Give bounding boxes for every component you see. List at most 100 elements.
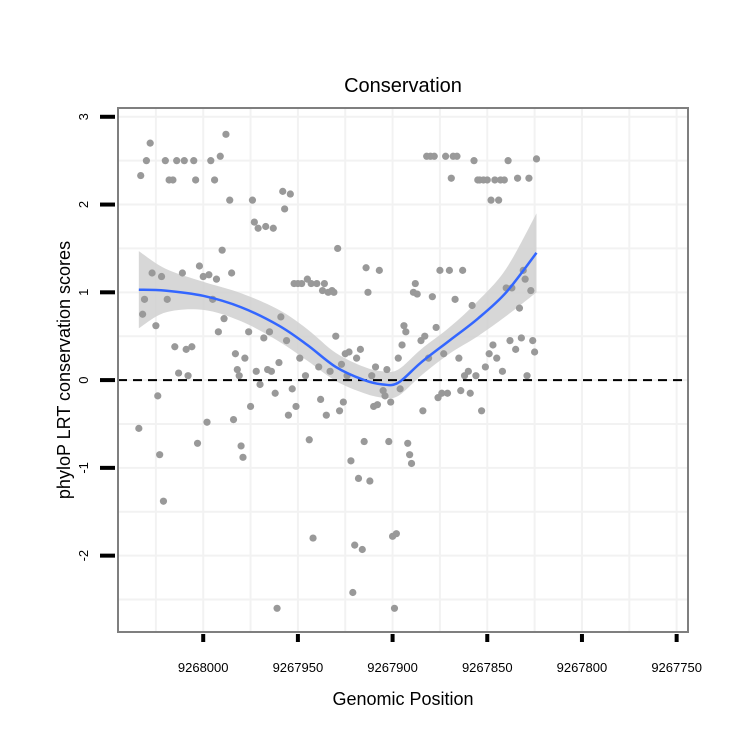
data-point bbox=[487, 196, 495, 204]
data-point bbox=[413, 290, 421, 298]
data-point bbox=[254, 224, 262, 232]
data-point bbox=[400, 322, 408, 330]
data-point bbox=[407, 459, 416, 468]
data-point bbox=[515, 304, 524, 312]
data-point bbox=[237, 442, 245, 450]
data-point bbox=[445, 266, 453, 274]
data-point bbox=[523, 372, 531, 380]
data-point bbox=[477, 407, 486, 415]
data-point bbox=[226, 196, 234, 204]
data-point bbox=[385, 437, 393, 446]
data-point bbox=[245, 328, 253, 336]
data-point bbox=[205, 271, 213, 279]
y-tick-label: -2 bbox=[76, 550, 91, 562]
data-point bbox=[292, 402, 300, 411]
data-point bbox=[309, 534, 317, 542]
data-point bbox=[366, 477, 374, 485]
data-point bbox=[318, 286, 327, 295]
data-point bbox=[375, 266, 383, 274]
data-point bbox=[178, 269, 186, 277]
data-point bbox=[396, 385, 404, 393]
data-point bbox=[163, 295, 171, 303]
data-point bbox=[381, 392, 389, 400]
x-axis-label: Genomic Position bbox=[332, 689, 473, 709]
data-point bbox=[188, 343, 196, 351]
x-tick-label: 9267750 bbox=[651, 660, 702, 675]
data-point bbox=[468, 301, 476, 310]
data-point bbox=[466, 389, 474, 397]
data-point bbox=[525, 174, 533, 182]
data-point bbox=[470, 157, 478, 165]
data-point bbox=[493, 354, 501, 362]
data-point bbox=[436, 266, 444, 274]
data-point bbox=[322, 411, 330, 419]
data-point bbox=[428, 293, 436, 301]
data-point bbox=[216, 152, 224, 160]
data-point bbox=[481, 363, 489, 371]
data-point bbox=[453, 152, 461, 160]
data-point bbox=[459, 266, 467, 274]
data-point bbox=[491, 176, 499, 184]
data-point bbox=[152, 322, 160, 330]
data-point bbox=[296, 354, 304, 362]
data-point bbox=[281, 205, 289, 213]
data-point bbox=[421, 332, 429, 340]
data-point bbox=[472, 372, 480, 380]
data-point bbox=[368, 372, 376, 380]
data-point bbox=[451, 295, 459, 303]
data-point bbox=[233, 365, 241, 374]
data-point bbox=[337, 360, 346, 368]
data-point bbox=[193, 439, 202, 447]
data-point bbox=[286, 190, 294, 198]
data-point bbox=[339, 398, 347, 406]
data-point bbox=[137, 171, 145, 180]
data-point bbox=[315, 363, 323, 371]
data-point bbox=[455, 354, 463, 362]
data-point bbox=[192, 176, 200, 184]
data-point bbox=[398, 341, 406, 349]
x-tick-label: 9268000 bbox=[178, 660, 229, 675]
data-point bbox=[354, 474, 363, 482]
y-tick-label: 1 bbox=[76, 289, 91, 296]
data-point bbox=[248, 196, 257, 204]
data-point bbox=[269, 224, 277, 232]
data-point bbox=[157, 272, 166, 281]
data-point bbox=[239, 453, 247, 461]
y-tick-label: -1 bbox=[76, 462, 91, 474]
data-point bbox=[500, 176, 508, 184]
points-layer bbox=[135, 130, 541, 612]
data-point bbox=[210, 176, 219, 184]
data-point bbox=[489, 341, 497, 349]
data-point bbox=[305, 436, 313, 444]
x-tick-label: 9267800 bbox=[557, 660, 608, 675]
data-point bbox=[447, 174, 455, 182]
data-point bbox=[432, 323, 440, 332]
data-point bbox=[222, 130, 230, 138]
x-tick-label: 9267900 bbox=[367, 660, 418, 675]
data-point bbox=[406, 451, 414, 459]
data-point bbox=[199, 272, 207, 281]
data-point bbox=[440, 350, 448, 358]
data-point bbox=[362, 264, 370, 272]
data-point bbox=[235, 372, 243, 380]
data-point bbox=[301, 372, 310, 380]
x-tick-label: 9267850 bbox=[462, 660, 513, 675]
grid bbox=[118, 108, 688, 632]
data-point bbox=[330, 288, 338, 296]
y-tick-label: 2 bbox=[76, 201, 91, 208]
data-point bbox=[443, 389, 452, 397]
data-point bbox=[298, 279, 306, 288]
data-point bbox=[282, 337, 291, 345]
data-point bbox=[231, 350, 240, 358]
data-point bbox=[252, 367, 260, 375]
x-tick-label: 9267950 bbox=[273, 660, 324, 675]
data-point bbox=[220, 315, 228, 323]
data-point bbox=[402, 328, 410, 336]
data-point bbox=[148, 269, 156, 277]
data-point bbox=[203, 418, 211, 426]
data-point bbox=[228, 269, 236, 277]
data-point bbox=[358, 545, 366, 554]
data-point bbox=[411, 279, 419, 288]
data-point bbox=[184, 372, 192, 380]
chart-title: Conservation bbox=[344, 75, 462, 97]
